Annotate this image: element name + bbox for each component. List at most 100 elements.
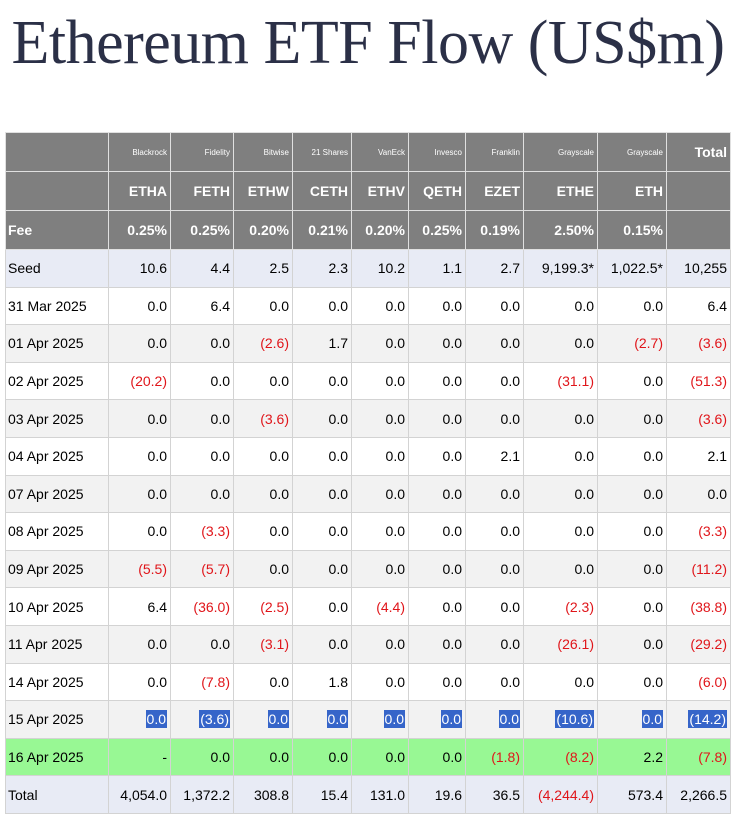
flow-cell: 0.0 bbox=[351, 474, 409, 514]
flow-cell: 0.0 bbox=[351, 700, 409, 739]
flow-value: 0.0 bbox=[643, 373, 663, 390]
flow-cell: (5.5) bbox=[108, 549, 171, 589]
flow-value: (1.8) bbox=[491, 749, 520, 766]
issuer-header: Grayscale bbox=[597, 132, 667, 172]
flow-value: 0.0 bbox=[385, 561, 405, 578]
flow-value: 0.0 bbox=[385, 523, 405, 540]
flow-cell: (11.2) bbox=[666, 549, 731, 589]
flow-cell: 0.0 bbox=[597, 361, 667, 401]
flow-value: (11.2) bbox=[691, 561, 727, 578]
issuer-header: VanEck bbox=[351, 132, 409, 172]
flow-value: 0.0 bbox=[267, 710, 289, 729]
flow-value: 0.0 bbox=[385, 297, 405, 314]
flow-cell: 0.0 bbox=[523, 436, 598, 476]
flow-cell: 4.4 bbox=[170, 249, 234, 288]
flow-value: 0.0 bbox=[442, 373, 462, 390]
row-date: 04 Apr 2025 bbox=[5, 436, 109, 476]
flow-cell: 0.0 bbox=[408, 549, 466, 589]
flow-cell: 0.0 bbox=[597, 286, 667, 326]
flow-value: 0.0 bbox=[147, 636, 167, 653]
flow-value: (6.0) bbox=[698, 673, 727, 690]
flow-cell: 0.0 bbox=[465, 624, 524, 664]
flow-value: (2.3) bbox=[565, 598, 594, 615]
flow-cell: 0.0 bbox=[233, 662, 293, 702]
flow-cell: 0.0 bbox=[351, 624, 409, 664]
flow-value: (3.3) bbox=[698, 523, 727, 540]
flow-value: 0.0 bbox=[269, 561, 289, 578]
flow-cell: - bbox=[108, 737, 171, 777]
flow-value: 0.0 bbox=[328, 373, 348, 390]
flow-value: (7.8) bbox=[698, 749, 727, 766]
flow-cell: 0.0 bbox=[597, 587, 667, 626]
flow-cell: 0.0 bbox=[351, 361, 409, 401]
flow-value: 0.0 bbox=[269, 373, 289, 390]
flow-cell: 0.0 bbox=[408, 587, 466, 626]
table-row: 09 Apr 2025 (5.5) (5.7) 0.0 0.0 0.0 0.0 0.0 0.0 0… bbox=[5, 549, 731, 589]
flow-cell: 0.0 bbox=[465, 399, 524, 438]
flow-value: 0.0 bbox=[328, 523, 348, 540]
flow-value: 2,266.5 bbox=[680, 786, 727, 803]
row-date: 15 Apr 2025 bbox=[5, 700, 109, 739]
flow-cell: 0.0 bbox=[108, 436, 171, 476]
flow-value: 0.0 bbox=[385, 673, 405, 690]
flow-cell: 2.1 bbox=[465, 436, 524, 476]
flow-value: 19.6 bbox=[434, 786, 462, 803]
flow-cell: 0.0 bbox=[170, 399, 234, 438]
flow-cell: 6.4 bbox=[108, 587, 171, 626]
flow-value: (26.1) bbox=[557, 636, 594, 653]
flow-cell: 0.0 bbox=[408, 286, 466, 326]
issuer-header: 21 Shares bbox=[292, 132, 352, 172]
row-date: 11 Apr 2025 bbox=[5, 624, 109, 664]
flow-cell: 0.0 bbox=[523, 286, 598, 326]
flow-value: 0.0 bbox=[500, 410, 520, 427]
flow-value: 0.0 bbox=[707, 485, 727, 502]
flow-value: 0.0 bbox=[210, 749, 230, 766]
flow-cell: (51.3) bbox=[666, 361, 731, 401]
flow-value: 0.0 bbox=[442, 523, 462, 540]
flow-value: (14.2) bbox=[688, 710, 727, 729]
flow-value: 0.0 bbox=[574, 485, 594, 502]
flow-cell: (10.6) bbox=[523, 700, 598, 739]
flow-cell: (2.5) bbox=[233, 587, 293, 626]
row-date: 10 Apr 2025 bbox=[5, 587, 109, 626]
flow-value: 0.0 bbox=[574, 297, 594, 314]
flow-value: 0.0 bbox=[385, 335, 405, 352]
flow-cell: 0.0 bbox=[292, 700, 352, 739]
flow-value: 1.1 bbox=[442, 260, 462, 277]
flow-value: 0.0 bbox=[574, 673, 594, 690]
flow-cell: (5.7) bbox=[170, 549, 234, 589]
flow-cell: 0.0 bbox=[523, 662, 598, 702]
fee-label: Fee bbox=[5, 210, 109, 250]
fee-cell: 0.15% bbox=[597, 210, 667, 250]
flow-cell: 2.3 bbox=[292, 249, 352, 288]
fee-cell: 0.21% bbox=[292, 210, 352, 250]
flow-cell: 4,054.0 bbox=[108, 775, 171, 814]
flow-cell: 0.0 bbox=[351, 286, 409, 326]
issuer-header: Bitwise bbox=[233, 132, 293, 172]
ticker-header: ETH bbox=[597, 171, 667, 211]
flow-cell: 0.0 bbox=[233, 700, 293, 739]
flow-cell: 0.0 bbox=[351, 399, 409, 438]
flow-value: 0.0 bbox=[643, 561, 663, 578]
flow-value: (36.0) bbox=[193, 598, 230, 615]
fee-cell: 2.50% bbox=[523, 210, 598, 250]
flow-value: (8.2) bbox=[565, 749, 594, 766]
flow-cell: 0.0 bbox=[233, 436, 293, 476]
fee-cell: 0.20% bbox=[351, 210, 409, 250]
flow-cell: 2.2 bbox=[597, 737, 667, 777]
flow-cell: 0.0 bbox=[292, 549, 352, 589]
flow-cell: 0.0 bbox=[408, 324, 466, 363]
total-header: Total bbox=[666, 132, 731, 172]
flow-cell: 0.0 bbox=[597, 436, 667, 476]
flow-value: 0.0 bbox=[442, 636, 462, 653]
flow-value: 0.0 bbox=[385, 448, 405, 465]
flow-value: 0.0 bbox=[147, 673, 167, 690]
flow-cell: 308.8 bbox=[233, 775, 293, 814]
table-row: 14 Apr 2025 0.0 (7.8) 0.0 1.8 0.0 0.0 0.0 0.0 0.0… bbox=[5, 662, 731, 702]
flow-cell: 0.0 bbox=[108, 624, 171, 664]
flow-value: 0.0 bbox=[210, 373, 230, 390]
seed-row: Seed 10.6 4.4 2.5 2.3 10.2 1.1 2.7 9,199.3* 1,022… bbox=[5, 249, 731, 288]
flow-cell: 0.0 bbox=[597, 549, 667, 589]
flow-value: 4,054.0 bbox=[120, 786, 167, 803]
flow-value: 36.5 bbox=[492, 786, 520, 803]
